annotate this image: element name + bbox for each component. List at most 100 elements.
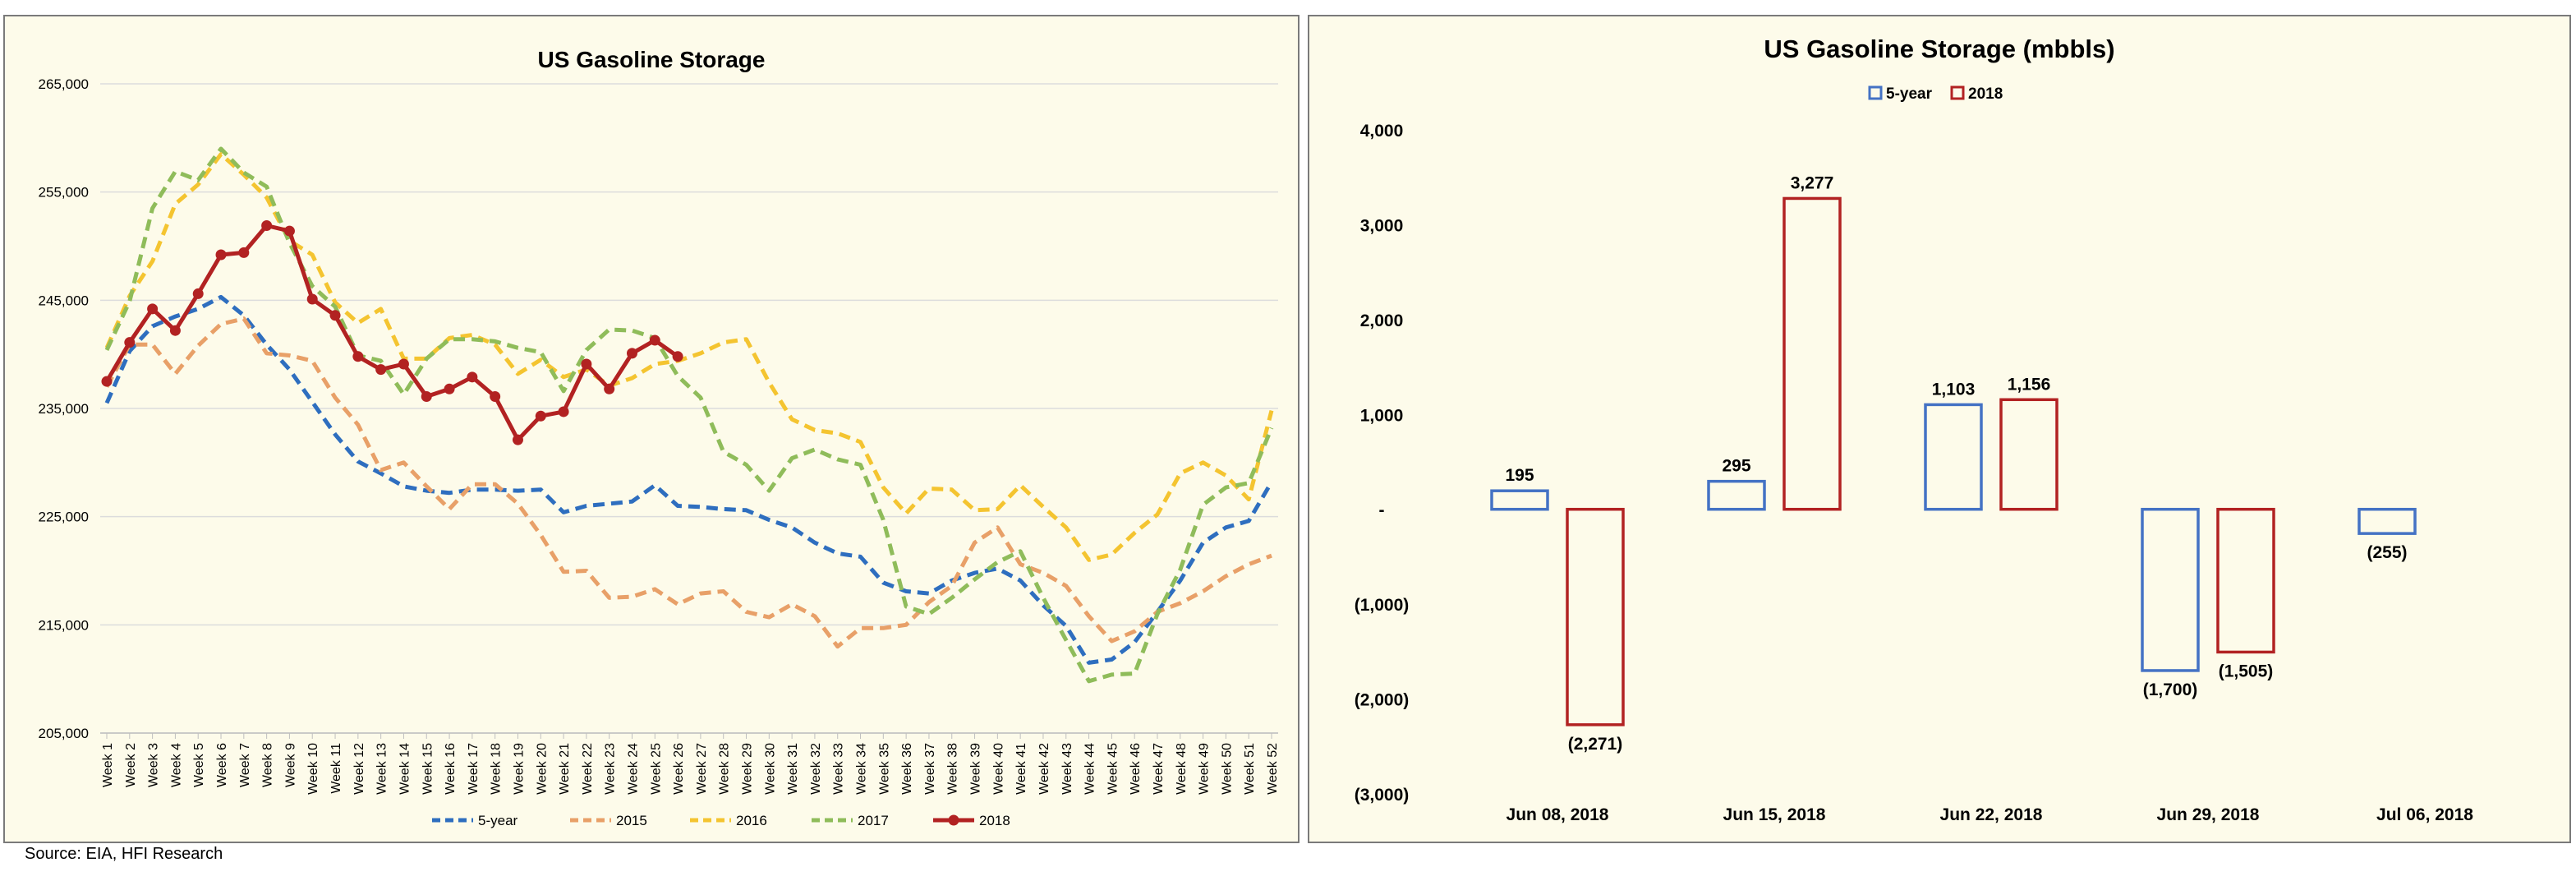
x-tick-label: Week 20: [535, 743, 549, 795]
data-point-2018: [626, 348, 637, 359]
bar-2018: [2216, 507, 2275, 654]
x-tick-label: Week 44: [1083, 743, 1097, 795]
data-point-2018: [581, 358, 592, 370]
x-tick-label: Week 45: [1106, 743, 1120, 795]
x-tick-label: Week 11: [329, 743, 343, 794]
data-label: 3,277: [1791, 173, 1834, 192]
x-tick-label: Week 40: [991, 743, 1005, 795]
bar-5-year: [1924, 403, 1983, 511]
y-tick-label: 205,000: [39, 726, 89, 741]
x-tick-label: Week 46: [1129, 743, 1143, 795]
x-tick-label: Week 34: [855, 743, 869, 795]
bar-5-year: [2358, 507, 2417, 535]
data-point-2018: [352, 351, 364, 362]
data-point-2018: [512, 434, 523, 445]
data-point-2018: [101, 376, 113, 387]
y-tick-label: 2,000: [1360, 311, 1404, 330]
x-tick-label: Week 49: [1198, 743, 1212, 795]
data-point-2018: [169, 325, 181, 336]
data-point-2018: [398, 358, 409, 370]
x-tick-label: Week 16: [444, 743, 458, 795]
y-tick-label: 215,000: [39, 617, 89, 633]
data-label: 195: [1505, 466, 1534, 485]
data-point-2018: [261, 219, 273, 231]
x-tick-label: Jun 08, 2018: [1506, 805, 1609, 824]
data-point-2018: [215, 249, 227, 261]
data-point-2018: [283, 225, 295, 237]
x-tick-label: Week 8: [261, 743, 275, 787]
x-tick-label: Week 22: [581, 743, 595, 795]
x-tick-label: Week 42: [1037, 743, 1051, 795]
series-line-5-year: [104, 294, 1274, 665]
bar-chart-panel: US Gasoline Storage (mbbls) (3,000) (2,000…: [1308, 15, 2571, 843]
x-tick-label: Week 35: [877, 743, 891, 795]
x-tick-label: Week 9: [283, 743, 297, 787]
x-tick-label: Jul 06, 2018: [2376, 805, 2473, 824]
series-line-2015: [104, 316, 1272, 649]
data-point-2018: [192, 288, 204, 299]
x-tick-label: Week 29: [741, 743, 755, 795]
data-point-2018: [649, 334, 660, 346]
x-tick-label: Week 28: [718, 743, 732, 795]
y-tick-label: (3,000): [1355, 786, 1410, 805]
bar-2018: [1566, 507, 1625, 726]
x-tick-label: Week 10: [306, 743, 320, 795]
data-label: (1,700): [2143, 680, 2198, 699]
y-tick-label: (2,000): [1355, 691, 1410, 710]
x-tick-label: Jun 22, 2018: [1940, 805, 2043, 824]
data-label: 295: [1722, 457, 1750, 476]
y-tick-label: 1,000: [1360, 406, 1404, 425]
x-tick-label: Jun 15, 2018: [1723, 805, 1826, 824]
data-point-2018: [421, 391, 432, 403]
x-tick-label: Week 13: [375, 743, 389, 795]
source-note: Source: EIA, HFI Research: [25, 845, 223, 863]
line-chart-panel: US Gasoline Storage 205,000 215,000 225,000…: [3, 15, 1300, 843]
series-line-2016: [104, 152, 1274, 562]
x-tick-label: Week 37: [923, 743, 937, 795]
data-label: 1,103: [1932, 380, 1976, 399]
x-tick-label: Week 27: [695, 743, 709, 795]
x-tick-label: Week 21: [558, 743, 572, 795]
legend-swatch-2018: [1950, 85, 1965, 100]
y-tick-label: 4,000: [1360, 122, 1404, 141]
data-point-2018: [306, 293, 318, 305]
x-tick-label: Week 50: [1220, 743, 1234, 795]
series-line-2018: [104, 224, 679, 442]
y-tick-label: 265,000: [39, 76, 89, 92]
legend-label-2015: 2015: [616, 813, 647, 828]
y-tick-label: -: [1379, 501, 1385, 520]
data-point-2018: [238, 247, 250, 258]
data-label: (2,271): [1568, 735, 1623, 754]
y-tick-label: 255,000: [39, 185, 89, 201]
x-tick-label: Week 23: [604, 743, 618, 795]
data-point-2018: [147, 303, 159, 315]
x-tick-label: Week 24: [626, 743, 640, 795]
bar-5-year: [2141, 507, 2200, 672]
x-tick-label: Week 25: [649, 743, 663, 795]
data-point-2018: [329, 310, 341, 321]
line-chart: US Gasoline Storage 205,000 215,000 225,000…: [39, 47, 1280, 828]
x-tick-label: Week 31: [786, 743, 800, 795]
x-tick-label: Week 33: [832, 743, 846, 795]
y-tick-label: (1,000): [1355, 596, 1410, 615]
x-tick-label: Week 52: [1266, 743, 1280, 795]
x-tick-label: Week 7: [238, 743, 252, 787]
x-tick-label: Week 4: [169, 743, 183, 787]
legend-label-2018: 2018: [979, 813, 1010, 828]
legend-label-2018: 2018: [1968, 85, 2003, 103]
data-point-2018: [604, 383, 615, 394]
x-tick-label: Week 3: [147, 743, 161, 787]
legend-label-2016: 2016: [736, 813, 767, 828]
x-tick-label: Week 41: [1014, 743, 1028, 795]
bar-5-year: [1707, 479, 1766, 511]
x-tick-label: Week 6: [215, 743, 229, 787]
x-tick-label: Week 17: [467, 743, 481, 795]
x-tick-label: Week 15: [421, 743, 435, 795]
bar-5-year: [1490, 489, 1549, 511]
data-label: (255): [2367, 543, 2407, 562]
x-tick-label: Jun 29, 2018: [2157, 805, 2260, 824]
x-tick-label: Week 51: [1243, 743, 1257, 795]
data-label: 1,156: [2008, 375, 2051, 394]
data-point-2018: [124, 337, 136, 348]
x-tick-label: Week 38: [946, 743, 960, 795]
